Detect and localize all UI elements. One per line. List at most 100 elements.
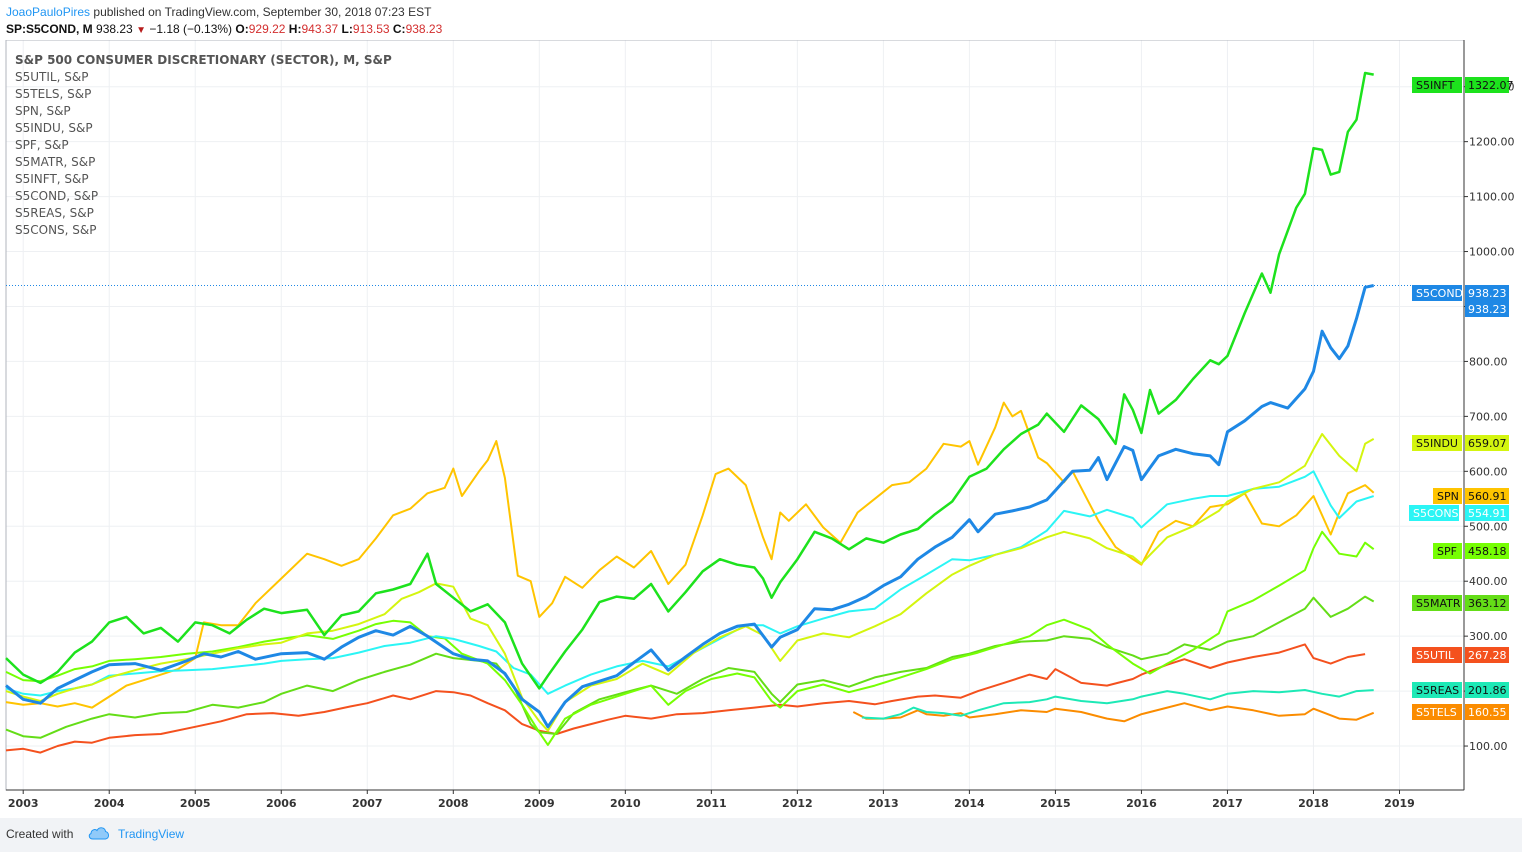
name-tag-s5inft: S5INFT (1416, 79, 1455, 92)
name-tag-s5cons: S5CONS (1413, 507, 1459, 520)
x-tick-label: 2004 (94, 797, 125, 810)
legend-entry: S5REAS, S&P (15, 206, 94, 220)
name-tag-bg (1412, 285, 1462, 301)
tradingview-cloud-icon (88, 827, 109, 840)
x-tick-label: 2014 (954, 797, 985, 810)
chart-title: S&P 500 CONSUMER DISCRETIONARY (SECTOR),… (15, 53, 392, 67)
x-tick-label: 2013 (868, 797, 899, 810)
price-tags: S5UTIL 267.28 S5TELS 160.55 S5REAS 201.86 S5MA… (1409, 77, 1514, 720)
price-line-tag-bg (1465, 301, 1509, 317)
name-tag-spn: SPN (1437, 490, 1459, 503)
legend-entry: S5MATR, S&P (15, 155, 95, 169)
value-tag-bg (1465, 77, 1509, 93)
value-tag-bg (1465, 704, 1509, 720)
value-tag-s5tels: 160.55 (1468, 706, 1507, 719)
x-tick-label: 2011 (696, 797, 727, 810)
time-axis[interactable]: 2003 2004 2005 2006 2007 2008 2009 2010 2011 2012… (8, 790, 1415, 810)
x-tick-label: 2010 (610, 797, 641, 810)
legend-entry: S5INDU, S&P (15, 121, 93, 135)
series-line-s5reas[interactable] (861, 689, 1374, 720)
value-tag-s5reas: 201.86 (1468, 684, 1507, 697)
price-line-tag: 938.23 (1468, 303, 1507, 316)
value-tag-bg (1465, 543, 1509, 559)
x-tick-label: 2009 (524, 797, 555, 810)
chart-header: JoaoPauloPires published on TradingView.… (6, 4, 1506, 40)
series-line-s5cond[interactable] (5, 284, 1375, 729)
value-tag-bg (1465, 505, 1509, 521)
name-tag-bg (1433, 543, 1462, 559)
value-tag-s5cons: 554.91 (1468, 507, 1507, 520)
value-tag-s5cond: 938.23 (1468, 287, 1507, 300)
high-label: H: (288, 22, 302, 36)
value-tag-bg (1465, 595, 1509, 611)
open-value: 929.22 (248, 22, 286, 36)
close-label: C: (392, 22, 406, 36)
name-tag-bg (1412, 595, 1462, 611)
chart-grid (6, 40, 1464, 790)
series-group (5, 71, 1375, 754)
created-with-text: Created with (6, 827, 74, 841)
name-tag-s5reas: S5REAS (1416, 684, 1459, 697)
series-line-s5util[interactable] (5, 643, 1366, 754)
open-label: O: (235, 22, 249, 36)
value-tag-s5inft: 1322.07 (1468, 79, 1514, 92)
value-tag-spn: 560.91 (1468, 490, 1507, 503)
name-tag-bg (1412, 77, 1462, 93)
name-tag-bg (1412, 682, 1462, 698)
name-tag-s5tels: S5TELS (1416, 706, 1457, 719)
series-line-s5indu[interactable] (5, 433, 1375, 732)
x-tick-label: 2016 (1126, 797, 1157, 810)
tradingview-link[interactable]: TradingView (118, 827, 185, 841)
author-link[interactable]: JoaoPauloPires (6, 5, 91, 19)
down-triangle-icon: ▼ (136, 25, 146, 36)
series-line-spn[interactable] (5, 401, 1375, 709)
high-value: 943.37 (301, 22, 339, 36)
y-tick-label: 400.00 (1469, 575, 1508, 588)
name-tag-s5cond: S5COND (1416, 287, 1463, 300)
x-tick-label: 2003 (8, 797, 39, 810)
ohlc-line: SP:S5COND, M 938.23 ▼ −1.18 (−0.13%) O:9… (6, 20, 1506, 38)
name-tag-bg (1412, 704, 1462, 720)
y-tick-label: 600.00 (1469, 465, 1508, 478)
legend: S5UTIL, S&P S5TELS, S&P SPN, S&P S5INDU, S&… (15, 70, 98, 237)
value-tag-s5indu: 659.07 (1468, 437, 1507, 450)
legend-entry: S5COND, S&P (15, 189, 98, 203)
close-value: 938.23 (405, 22, 443, 36)
series-line-s5tels[interactable] (852, 702, 1375, 723)
value-tag-bg (1465, 647, 1509, 663)
x-tick-label: 2018 (1298, 797, 1329, 810)
value-tag-s5util: 267.28 (1468, 649, 1507, 662)
value-tag-bg (1465, 285, 1509, 301)
legend-entry: S5CONS, S&P (15, 223, 97, 237)
x-tick-label: 2006 (266, 797, 297, 810)
x-tick-label: 2008 (438, 797, 469, 810)
y-tick-label: 1200.00 (1469, 136, 1515, 149)
price-chart[interactable]: 100.00200.00300.00400.00500.00600.00700.… (0, 40, 1522, 818)
legend-entry: SPF, S&P (15, 138, 69, 152)
series-line-s5matr[interactable] (5, 595, 1375, 739)
y-tick-label: 700.00 (1469, 410, 1508, 423)
legend-entry: S5TELS, S&P (15, 87, 91, 101)
legend-entry: SPN, S&P (15, 104, 71, 118)
series-line-spf[interactable] (5, 530, 1375, 746)
last-price: 938.23 (96, 22, 133, 36)
value-tag-bg (1465, 488, 1509, 504)
change-value: −1.18 (−0.13%) (149, 22, 233, 36)
x-tick-label: 2019 (1384, 797, 1415, 810)
name-tag-s5matr: S5MATR (1416, 597, 1461, 610)
name-tag-s5indu: S5INDU (1416, 437, 1458, 450)
footer-bar: Created with TradingView (0, 818, 1522, 852)
value-tag-bg (1465, 435, 1509, 451)
legend-entry: S5INFT, S&P (15, 172, 89, 186)
low-label: L: (341, 22, 353, 36)
x-tick-label: 2005 (180, 797, 211, 810)
y-tick-label: 500.00 (1469, 520, 1508, 533)
symbol-label[interactable]: SP:S5COND, M (6, 22, 93, 36)
series-line-s5inft[interactable] (5, 71, 1374, 690)
value-tag-spf: 458.18 (1468, 545, 1507, 558)
low-value: 913.53 (352, 22, 390, 36)
value-tag-s5matr: 363.12 (1468, 597, 1507, 610)
legend-entry: S5UTIL, S&P (15, 70, 88, 84)
x-tick-label: 2012 (782, 797, 813, 810)
y-tick-label: 100.00 (1469, 740, 1508, 753)
